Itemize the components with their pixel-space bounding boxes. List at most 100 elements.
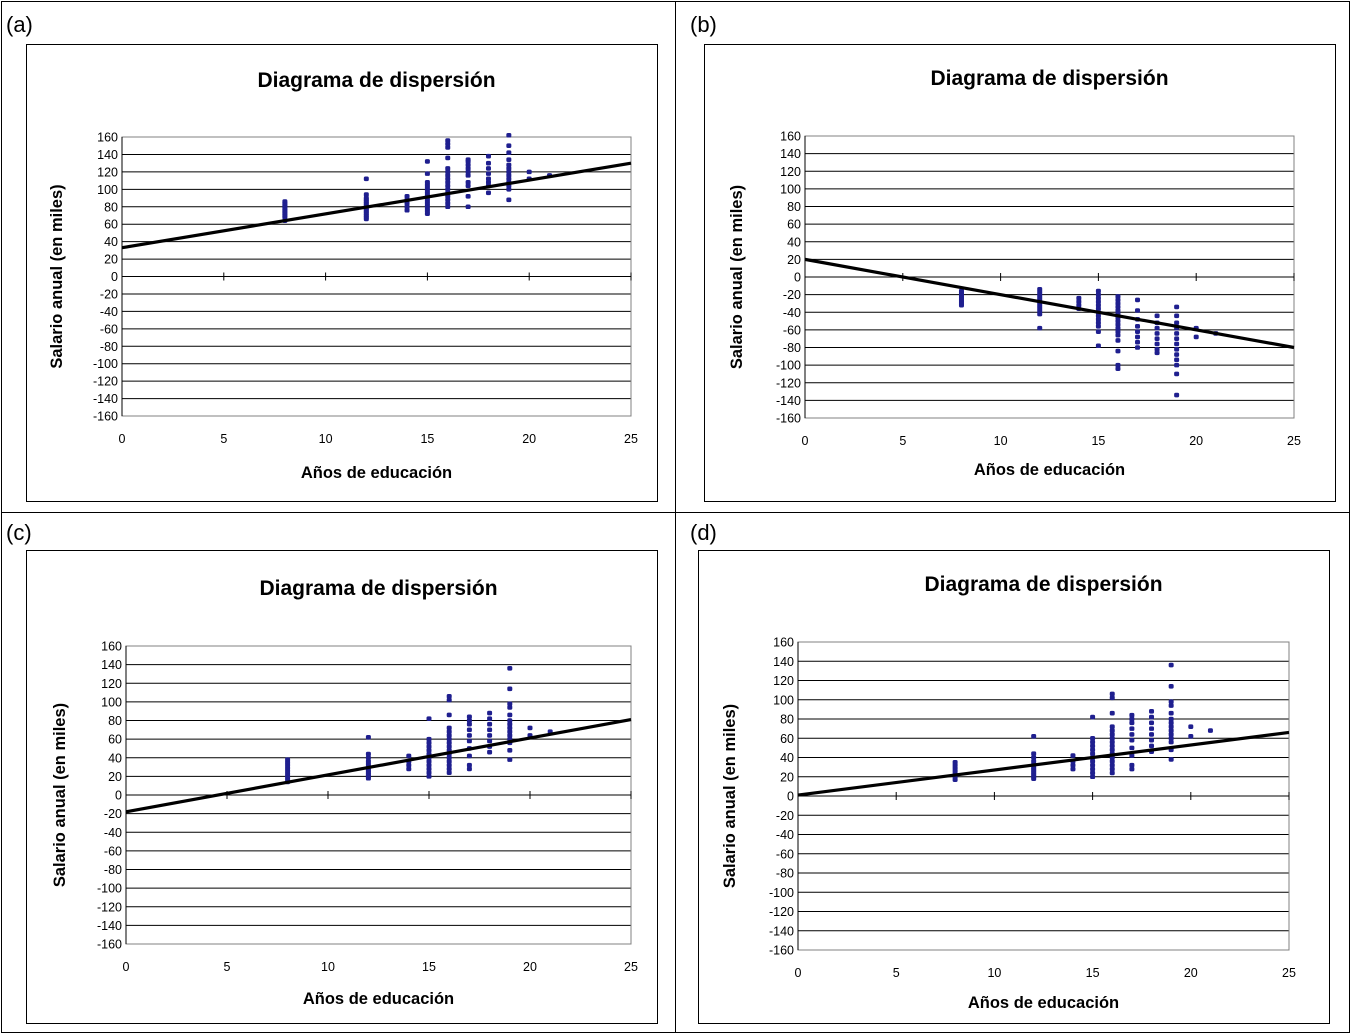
x-tick-label: 0 xyxy=(795,966,802,980)
x-tick-label: 20 xyxy=(1189,434,1203,448)
data-point xyxy=(1090,766,1096,772)
y-tick-label: -120 xyxy=(776,376,801,390)
data-point xyxy=(406,766,412,772)
data-point xyxy=(1149,743,1155,749)
data-point xyxy=(487,716,493,721)
data-point xyxy=(1174,352,1180,357)
x-tick-label: 20 xyxy=(522,432,536,446)
data-point xyxy=(1149,732,1155,737)
data-point xyxy=(426,774,432,779)
data-point xyxy=(1031,751,1037,756)
data-point xyxy=(1149,714,1155,720)
y-tick-label: 140 xyxy=(101,658,122,672)
data-point xyxy=(282,199,288,204)
data-point xyxy=(1135,308,1141,313)
data-point xyxy=(1090,739,1096,745)
chart-frame-d xyxy=(698,550,1330,1024)
data-point xyxy=(1168,728,1174,733)
data-point xyxy=(426,759,432,764)
data-point xyxy=(506,173,512,178)
y-tick-label: -20 xyxy=(104,807,122,821)
data-point xyxy=(285,757,291,762)
data-point xyxy=(507,748,513,753)
y-tick-label: -140 xyxy=(776,394,801,408)
data-point xyxy=(507,666,513,671)
data-point xyxy=(1031,759,1037,764)
y-tick-label: -100 xyxy=(93,357,118,371)
data-point xyxy=(1168,683,1174,689)
data-point xyxy=(445,166,451,171)
x-axis-label: Años de educación xyxy=(303,990,454,1008)
data-point xyxy=(1154,313,1160,319)
data-point xyxy=(446,733,452,738)
data-point xyxy=(1174,331,1180,336)
data-point xyxy=(1168,724,1174,729)
data-point xyxy=(1168,710,1174,716)
data-point xyxy=(507,718,513,723)
data-point xyxy=(1115,325,1121,331)
chart-frame-a xyxy=(26,44,658,502)
data-point xyxy=(445,197,451,203)
x-tick-label: 0 xyxy=(123,960,130,974)
panel-label-c: (c) xyxy=(6,520,32,545)
data-point xyxy=(1109,770,1115,776)
data-point xyxy=(426,744,432,749)
data-point xyxy=(466,721,472,727)
y-tick-label: 100 xyxy=(780,182,801,196)
y-tick-label: 60 xyxy=(104,218,118,232)
data-point xyxy=(487,749,493,755)
x-tick-label: 5 xyxy=(224,960,231,974)
data-point xyxy=(485,190,491,196)
data-point xyxy=(1090,714,1096,720)
data-point xyxy=(1090,770,1096,776)
data-point xyxy=(485,153,491,159)
panel-d-border xyxy=(675,512,1350,1033)
data-point xyxy=(1149,709,1155,714)
data-point xyxy=(1174,392,1180,398)
data-point xyxy=(506,166,512,171)
data-point xyxy=(1070,766,1076,772)
data-point xyxy=(365,755,371,761)
data-point xyxy=(1076,302,1082,308)
data-point xyxy=(1115,348,1121,354)
data-point xyxy=(466,727,472,733)
y-axis-label: Salario anual (en miles) xyxy=(728,185,746,369)
data-point xyxy=(506,197,512,203)
data-point xyxy=(465,193,471,199)
data-point xyxy=(1109,724,1115,729)
data-point xyxy=(445,183,451,189)
x-tick-label: 15 xyxy=(420,432,434,446)
data-point xyxy=(1076,295,1082,301)
y-tick-label: -120 xyxy=(97,900,122,914)
data-point xyxy=(1154,350,1160,356)
x-tick-label: 25 xyxy=(624,432,638,446)
x-tick-label: 10 xyxy=(319,432,333,446)
data-point xyxy=(1095,317,1101,322)
data-point xyxy=(1115,362,1121,368)
chart-title: Diagrama de dispersión xyxy=(257,69,495,92)
data-point xyxy=(406,762,412,768)
trendline xyxy=(121,161,632,250)
y-tick-label: -160 xyxy=(97,938,122,952)
data-point xyxy=(1129,766,1135,772)
data-point xyxy=(1168,716,1174,722)
data-point xyxy=(465,157,471,162)
data-point xyxy=(465,180,471,185)
data-point xyxy=(526,169,532,175)
y-tick-label: -120 xyxy=(769,905,794,919)
data-point xyxy=(1109,747,1115,753)
data-point xyxy=(465,162,471,168)
y-tick-label: 140 xyxy=(97,148,118,162)
y-tick-label: -80 xyxy=(100,340,118,354)
data-point xyxy=(1109,739,1115,745)
x-tick-label: 25 xyxy=(624,960,638,974)
data-point xyxy=(1135,345,1141,350)
data-point xyxy=(426,716,432,721)
data-point xyxy=(365,751,371,757)
panel-label-a: (a) xyxy=(6,12,33,37)
data-point xyxy=(1129,745,1135,751)
data-point xyxy=(1031,734,1037,739)
y-tick-label: 100 xyxy=(773,693,794,707)
data-point xyxy=(1174,362,1180,368)
data-point xyxy=(1168,720,1174,726)
